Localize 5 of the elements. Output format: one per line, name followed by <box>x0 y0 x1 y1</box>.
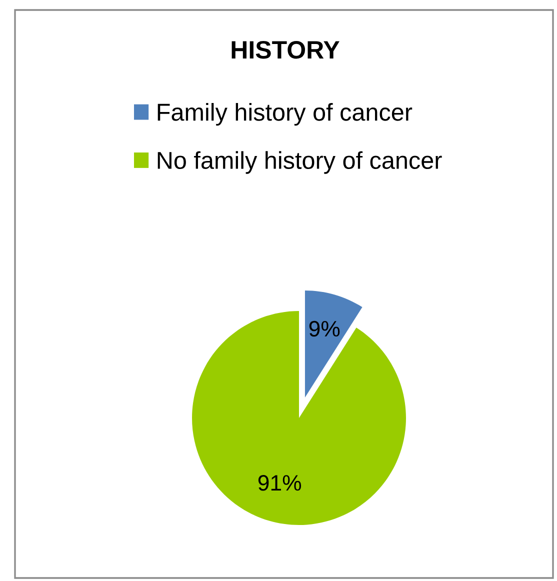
legend-label: Family history of cancer <box>158 103 412 126</box>
data-label: 91% <box>258 475 302 491</box>
legend-label: No family history of cancer <box>158 151 442 174</box>
chart-title: HISTORY <box>232 41 340 59</box>
data-label: 9% <box>309 320 340 337</box>
